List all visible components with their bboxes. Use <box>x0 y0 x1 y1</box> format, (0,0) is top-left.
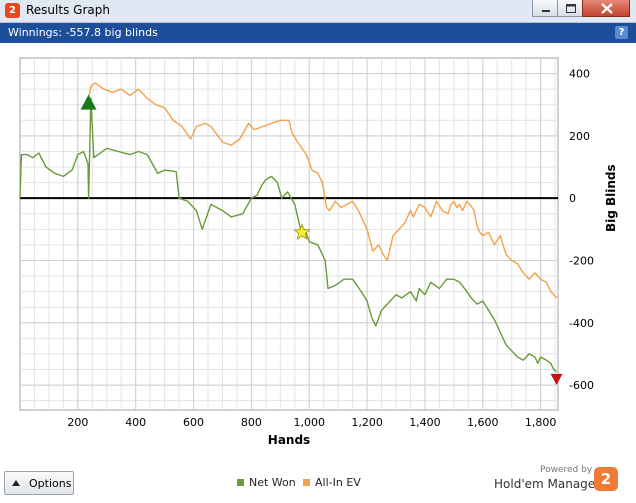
legend-swatch-net-won <box>237 479 244 486</box>
x-tick-label: 600 <box>183 416 204 429</box>
legend-label-net-won: Net Won <box>249 476 296 489</box>
window-title: Results Graph <box>26 3 110 17</box>
legend-all-in-ev: All-In EV <box>303 476 361 489</box>
x-tick-label: 1,800 <box>525 416 557 429</box>
y-axis-label: Big Blinds <box>604 164 618 232</box>
help-icon[interactable]: ? <box>615 26 628 39</box>
footer: Options Net Won All-In EV Powered by Hol… <box>0 462 636 503</box>
legend-net-won: Net Won <box>237 476 296 489</box>
plot-area <box>19 57 559 411</box>
series-line-1 <box>87 82 558 299</box>
y-tick-label: 0 <box>569 192 576 205</box>
y-tick-label: -600 <box>569 379 594 392</box>
brand-logo-icon: 2 <box>594 467 618 491</box>
maximize-icon <box>566 4 576 13</box>
y-tick-label: -200 <box>569 254 594 267</box>
options-label: Options <box>29 477 72 490</box>
y-tick-label: 400 <box>569 68 590 81</box>
end-marker-icon <box>550 373 563 385</box>
minimize-button[interactable] <box>532 0 558 17</box>
x-tick-label: 1,400 <box>409 416 441 429</box>
legend-swatch-all-in-ev <box>303 479 310 486</box>
star-marker-icon <box>293 223 311 240</box>
close-button[interactable] <box>582 0 630 17</box>
y-tick-label: 200 <box>569 130 590 143</box>
triangle-up-icon <box>12 480 20 486</box>
x-tick-label: 800 <box>241 416 262 429</box>
x-tick-label: 1,000 <box>293 416 325 429</box>
app-icon: 2 <box>5 3 20 18</box>
start-marker-icon <box>80 94 97 110</box>
minimize-icon <box>542 10 550 12</box>
x-tick-label: 200 <box>67 416 88 429</box>
winnings-text: Winnings: -557.8 big blinds <box>8 26 158 39</box>
results-chart: 200 400 600 800 1,000 1,200 1,400 1,600 1,800 400… <box>19 57 618 447</box>
x-tick-label: 1,200 <box>351 416 383 429</box>
powered-by-text: Powered by <box>540 465 593 475</box>
x-tick-label: 1,600 <box>467 416 499 429</box>
options-button[interactable]: Options <box>4 471 74 495</box>
title-bar: 2 Results Graph <box>0 0 636 23</box>
close-icon <box>601 3 613 14</box>
x-axis-label: Hands <box>268 433 310 447</box>
maximize-button[interactable] <box>557 0 583 17</box>
winnings-header: Winnings: -557.8 big blinds ? <box>0 23 636 43</box>
brand-name: Hold'em Manager <box>494 477 601 491</box>
x-tick-label: 400 <box>125 416 146 429</box>
y-tick-label: -400 <box>569 317 594 330</box>
legend-label-all-in-ev: All-In EV <box>315 476 361 489</box>
